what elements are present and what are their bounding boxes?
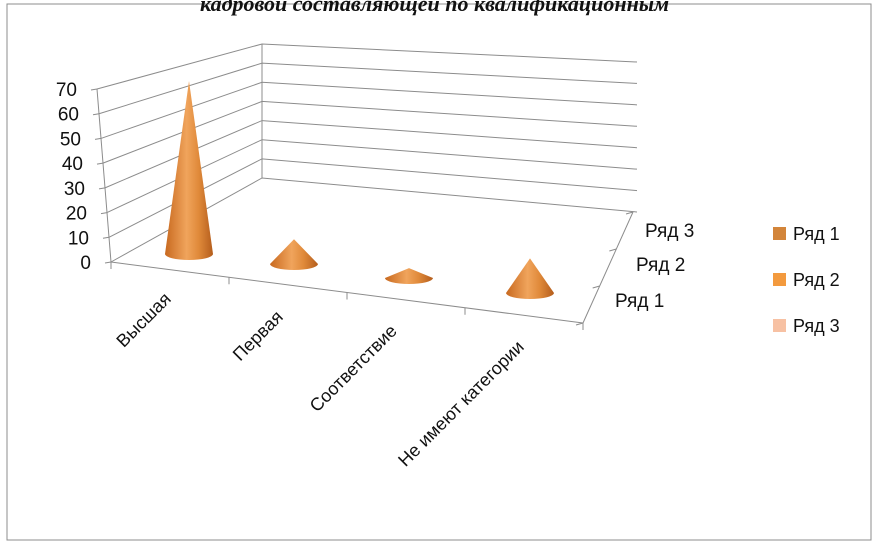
legend-swatch xyxy=(773,273,786,286)
y-tick-mark xyxy=(102,236,110,239)
legend-label: Ряд 1 xyxy=(793,224,840,244)
legend-label: Ряд 3 xyxy=(793,316,840,336)
y-tick-mark xyxy=(90,88,98,91)
gridline xyxy=(96,43,638,90)
depth-tick-mark xyxy=(609,248,617,252)
legend-swatch xyxy=(773,227,786,240)
y-tick-label: 20 xyxy=(66,204,87,225)
cone-body xyxy=(270,239,318,270)
cone-body xyxy=(506,258,554,299)
y-tick-mark xyxy=(96,162,104,165)
depth-label: Ряд 1 xyxy=(615,291,664,312)
y-tick-label: 40 xyxy=(62,154,83,175)
depth-tick-mark xyxy=(592,285,600,289)
y-axis-line xyxy=(96,88,112,263)
y-tick-mark xyxy=(100,212,108,215)
cones xyxy=(165,81,554,299)
depth-tick-mark xyxy=(575,322,584,326)
y-tick-label: 70 xyxy=(56,80,77,101)
chart-frame xyxy=(6,3,872,541)
y-tick-mark xyxy=(98,187,106,190)
legend: Ряд 1 Ряд 2 Ряд 3 xyxy=(773,224,840,336)
cone-body xyxy=(165,81,213,260)
gridline xyxy=(100,81,638,139)
depth-axis-labels: Ряд 3 Ряд 2 Ряд 1 xyxy=(615,221,694,312)
x-category-label: Соответствие xyxy=(306,321,401,416)
x-category-label: Не имеют категории xyxy=(394,337,528,471)
y-axis-ticks: 70 60 50 40 30 20 10 0 xyxy=(56,80,91,274)
y-tick-mark xyxy=(94,137,102,140)
y-tick-label: 50 xyxy=(60,129,81,150)
axes xyxy=(90,44,634,330)
chart-title: кадровой составляющей по квалификационны… xyxy=(200,0,669,16)
y-tick-label: 10 xyxy=(68,228,89,249)
depth-label: Ряд 2 xyxy=(636,255,685,276)
depth-label: Ряд 3 xyxy=(645,221,694,242)
x-category-label: Первая xyxy=(229,307,287,365)
y-tick-mark xyxy=(92,113,100,116)
cone-bar xyxy=(506,258,554,299)
y-tick-label: 30 xyxy=(64,179,85,200)
depth-axis-line xyxy=(582,211,634,324)
legend-swatch xyxy=(773,319,786,332)
legend-label: Ряд 2 xyxy=(793,270,840,290)
cone-bar xyxy=(270,239,318,270)
cone-bar xyxy=(385,268,433,284)
y-tick-label: 60 xyxy=(58,105,79,126)
x-category-label: Высшая xyxy=(112,289,174,351)
y-tick-mark xyxy=(104,261,112,264)
y-tick-label: 0 xyxy=(80,253,91,274)
cone-body xyxy=(385,268,433,284)
cone-bar xyxy=(165,81,213,260)
depth-tick-mark xyxy=(625,211,634,215)
